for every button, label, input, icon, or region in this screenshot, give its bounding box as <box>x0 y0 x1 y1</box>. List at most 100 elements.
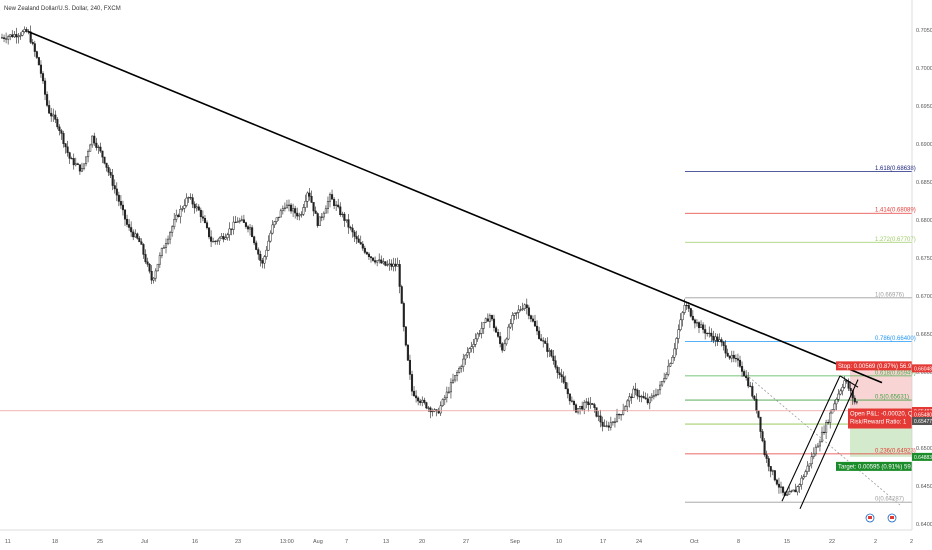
candle-143 <box>294 205 297 219</box>
candle-body-339 <box>695 322 699 324</box>
candle-body-283 <box>581 405 584 410</box>
candle-body-287 <box>589 403 592 406</box>
candle-body-364 <box>747 377 750 387</box>
candle-147 <box>302 203 305 216</box>
price-tag-bg-2 <box>912 410 932 419</box>
candle-body-177 <box>363 247 366 253</box>
candle-118 <box>242 214 245 223</box>
candle-336 <box>689 307 692 318</box>
candle-body-225 <box>462 358 465 367</box>
candle-176 <box>361 241 364 251</box>
candle-136 <box>279 208 282 218</box>
candle-body-28 <box>58 126 61 131</box>
candle-283 <box>581 401 584 411</box>
candle-body-139 <box>285 204 288 209</box>
candle-body-201 <box>413 390 416 397</box>
candle-body-38 <box>78 164 81 172</box>
candle-167 <box>343 211 346 227</box>
candle-body-261 <box>536 325 539 332</box>
candle-body-255 <box>523 304 526 309</box>
price-tag-4: 0.64883 <box>914 455 932 461</box>
candle-body-387 <box>794 489 797 493</box>
candle-body-223 <box>458 367 461 373</box>
candle-body-282 <box>579 405 582 409</box>
time-tick-15: 24 <box>636 539 642 545</box>
candle-9 <box>19 32 22 40</box>
candle-237 <box>486 313 489 322</box>
candle-body-359 <box>736 358 740 361</box>
plot-area[interactable] <box>0 0 912 530</box>
candle-326 <box>669 362 672 367</box>
candle-144 <box>296 207 299 220</box>
candle-400 <box>820 426 824 443</box>
candle-body-227 <box>466 352 469 356</box>
candle-199 <box>408 354 411 380</box>
candle-195 <box>400 284 403 304</box>
candle-308 <box>632 385 635 398</box>
candle-body-132 <box>271 224 274 234</box>
candle-body-371 <box>761 431 764 442</box>
candle-body-360 <box>738 359 742 367</box>
candle-95 <box>195 203 198 212</box>
candle-59 <box>121 200 125 216</box>
candle-278 <box>570 396 573 403</box>
candle-body-133 <box>273 221 276 226</box>
event-flags[interactable] <box>865 513 897 523</box>
candle-386 <box>792 489 795 492</box>
candle-272 <box>558 367 561 379</box>
candle-110 <box>226 232 229 241</box>
candle-255 <box>523 303 526 311</box>
candle-body-172 <box>353 231 356 237</box>
candle-244 <box>501 341 504 353</box>
candle-385 <box>790 489 793 493</box>
candle-216 <box>443 394 446 405</box>
candle-body-40 <box>82 163 86 169</box>
candle-body-351 <box>720 339 723 343</box>
candle-193 <box>396 257 399 267</box>
candle-body-264 <box>542 340 545 342</box>
candle-47 <box>97 144 100 154</box>
candle-body-286 <box>587 401 590 406</box>
candle-body-161 <box>331 194 334 200</box>
candle-body-5 <box>11 34 14 38</box>
candle-body-285 <box>585 401 588 403</box>
candle-body-236 <box>484 318 487 323</box>
candle-body-299 <box>613 421 617 423</box>
candle-403 <box>827 419 830 425</box>
candlesticks <box>0 25 858 497</box>
candle-body-9 <box>19 34 22 37</box>
candle-body-164 <box>337 204 340 208</box>
candle-body-307 <box>630 396 633 398</box>
candle-362 <box>743 369 746 377</box>
candle-337 <box>691 310 694 321</box>
candle-36 <box>74 157 77 167</box>
candle-163 <box>335 200 338 211</box>
candle-393 <box>806 461 809 475</box>
fib-label-3: 1(0.66976) <box>875 292 904 298</box>
candle-body-411 <box>843 380 846 388</box>
candle-body-55 <box>113 185 116 190</box>
candle-body-376 <box>771 470 774 472</box>
candle-body-153 <box>314 210 317 214</box>
channel-line-lower <box>781 375 841 502</box>
time-tick-7: Aug <box>313 539 323 545</box>
candle-223 <box>458 366 461 374</box>
candle-body-384 <box>788 491 791 495</box>
candle-78 <box>160 247 163 259</box>
candle-body-222 <box>456 372 459 376</box>
candle-body-200 <box>410 374 414 392</box>
candle-281 <box>577 408 580 415</box>
candle-87 <box>179 205 182 224</box>
candle-219 <box>449 378 452 399</box>
candle-body-85 <box>175 214 178 220</box>
candle-41 <box>85 156 88 167</box>
candle-body-344 <box>706 332 709 335</box>
time-axis[interactable]: 11 18 25 Jul 16 23 13:00 Aug 7 13 20 27 Sep 10 17 24 Oct… <box>0 529 913 545</box>
candle-body-247 <box>507 326 510 340</box>
candle-body-392 <box>804 471 807 477</box>
candle-body-345 <box>708 332 711 334</box>
